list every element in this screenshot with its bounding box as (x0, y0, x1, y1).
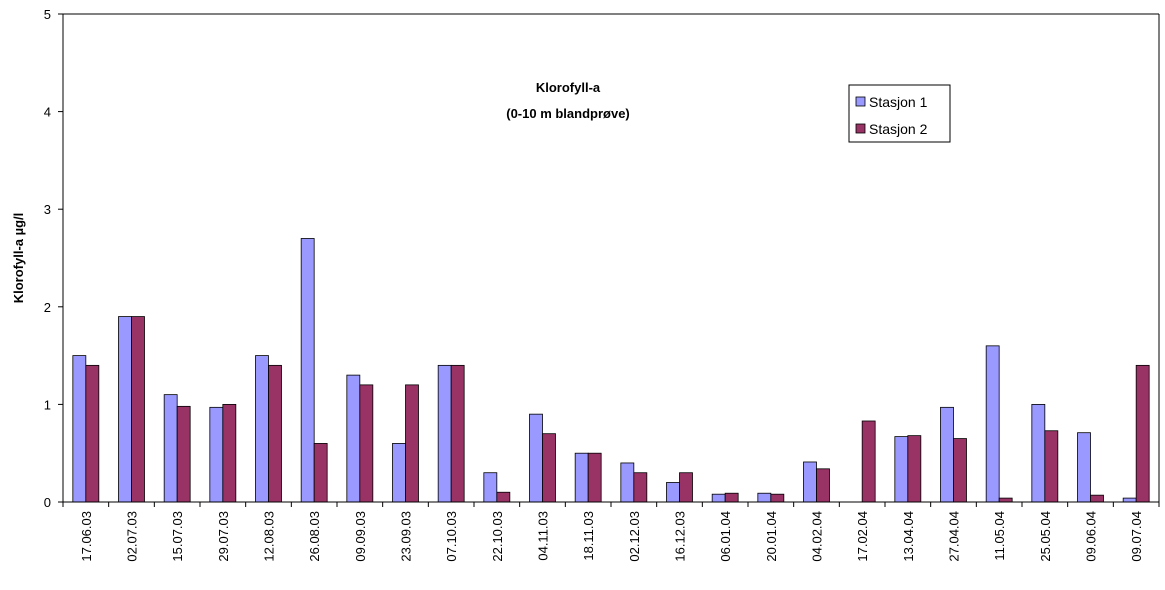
x-tick-label: 09.07.04 (1129, 511, 1144, 562)
bar-2-16.12.03 (679, 472, 693, 503)
bar-2-18.11.03 (587, 452, 602, 503)
y-tick-label: 2 (44, 300, 51, 315)
bar-1-29.07.03 (209, 406, 224, 503)
bar-1-02.07.03 (118, 316, 132, 503)
legend-box (848, 84, 951, 143)
x-tick-label: 13.04.04 (901, 511, 916, 562)
y-axis-label: Klorofyll-a µg/l (11, 213, 26, 304)
bar-1-16.12.03 (666, 482, 680, 503)
bar-2-02.12.03 (633, 472, 648, 503)
bar-1-12.08.03 (255, 355, 269, 503)
axes-group (58, 13, 1160, 507)
legend-swatch-stasjon-2 (855, 123, 866, 134)
x-tick-label: 15.07.03 (170, 511, 185, 562)
bar-1-23.09.03 (392, 443, 406, 503)
bar-1-20.01.04 (757, 492, 772, 503)
bar-2-27.04.04 (953, 438, 967, 503)
bar-2-07.10.03 (450, 364, 465, 503)
bar-2-04.11.03 (542, 433, 556, 503)
legend: Stasjon 1 Stasjon 2 (848, 84, 951, 143)
y-tick-label: 5 (44, 7, 51, 22)
bar-2-26.08.03 (313, 443, 328, 503)
bar-1-09.06.04 (1077, 432, 1091, 503)
x-tick-labels: 17.06.03 02.07.03 15.07.03 29.07.03 12.08.03… (79, 511, 1144, 562)
bar-2-15.07.03 (176, 405, 191, 503)
bar-1-26.08.03 (300, 238, 315, 503)
legend-label-stasjon-2: Stasjon 2 (869, 121, 928, 137)
bar-2-09.09.03 (359, 384, 374, 503)
x-tick-label: 12.08.03 (262, 511, 277, 562)
bar-1-13.04.04 (894, 436, 909, 503)
bar-2-23.09.03 (405, 384, 419, 503)
x-tick-label: 02.07.03 (125, 511, 140, 562)
bar-1-22.10.03 (483, 472, 498, 503)
chart-subtitle: (0-10 m blandprøve) (506, 106, 630, 121)
x-tick-label: 11.05.04 (992, 511, 1007, 561)
bar-2-11.05.04 (998, 497, 1013, 503)
x-tick-label: 02.12.03 (627, 511, 642, 562)
x-tick-label: 17.06.03 (79, 511, 94, 562)
x-tick-label: 07.10.03 (444, 511, 459, 562)
y-tick-label: 4 (44, 105, 51, 120)
y-tick-label: 0 (44, 495, 51, 510)
bar-2-13.04.04 (907, 435, 922, 503)
bar-2-20.01.04 (770, 493, 785, 503)
bar-2-09.06.04 (1090, 494, 1104, 503)
bars-group (72, 238, 1150, 503)
legend-label-stasjon-1: Stasjon 1 (869, 94, 928, 110)
bar-1-04.11.03 (529, 413, 543, 503)
x-tick-label: 22.10.03 (490, 511, 505, 562)
x-tick-label: 09.09.03 (353, 511, 368, 562)
bar-2-06.01.04 (724, 492, 739, 503)
bar-2-04.02.04 (816, 468, 830, 503)
y-tick-labels: 0 1 2 3 4 5 (44, 7, 51, 510)
bar-1-09.07.04 (1122, 497, 1137, 503)
x-tick-label: 27.04.04 (947, 511, 962, 562)
x-tick-label: 25.05.04 (1038, 511, 1053, 562)
bar-2-02.07.03 (131, 316, 145, 503)
x-tick-label: 09.06.04 (1084, 511, 1099, 562)
bar-1-17.06.03 (72, 355, 87, 503)
x-tick-label: 16.12.03 (673, 511, 688, 562)
bar-2-17.06.03 (85, 364, 100, 503)
y-tick-label: 3 (44, 202, 51, 217)
bar-2-22.10.03 (496, 491, 511, 503)
bar-2-29.07.03 (222, 403, 237, 503)
bar-1-18.11.03 (574, 452, 589, 503)
bar-1-02.12.03 (620, 462, 635, 503)
x-tick-label: 20.01.04 (764, 511, 779, 562)
bar-1-25.05.04 (1031, 403, 1046, 503)
x-tick-label: 18.11.03 (581, 511, 596, 561)
bar-1-04.02.04 (803, 461, 817, 503)
bar-2-25.05.04 (1044, 430, 1059, 503)
bar-2-17.02.04 (861, 420, 876, 503)
bar-2-12.08.03 (268, 364, 282, 503)
x-tick-label: 17.02.04 (855, 511, 870, 562)
x-tick-label: 29.07.03 (216, 511, 231, 562)
y-tick-label: 1 (44, 397, 51, 412)
bar-1-15.07.03 (163, 394, 178, 503)
x-tick-label: 06.01.04 (718, 511, 733, 562)
x-tick-label: 23.09.03 (399, 511, 414, 562)
bar-1-09.09.03 (346, 374, 361, 503)
x-tick-label: 26.08.03 (307, 511, 322, 562)
bar-2-09.07.04 (1135, 364, 1150, 503)
legend-swatch-stasjon-1 (855, 96, 866, 107)
bar-1-27.04.04 (940, 406, 954, 503)
x-tick-label: 04.11.03 (536, 511, 551, 561)
bar-1-11.05.04 (985, 345, 1000, 503)
bar-1-06.01.04 (711, 493, 726, 503)
x-tick-label: 04.02.04 (810, 511, 825, 562)
bar-1-07.10.03 (437, 364, 452, 503)
chart-title: Klorofyll-a (536, 80, 601, 95)
